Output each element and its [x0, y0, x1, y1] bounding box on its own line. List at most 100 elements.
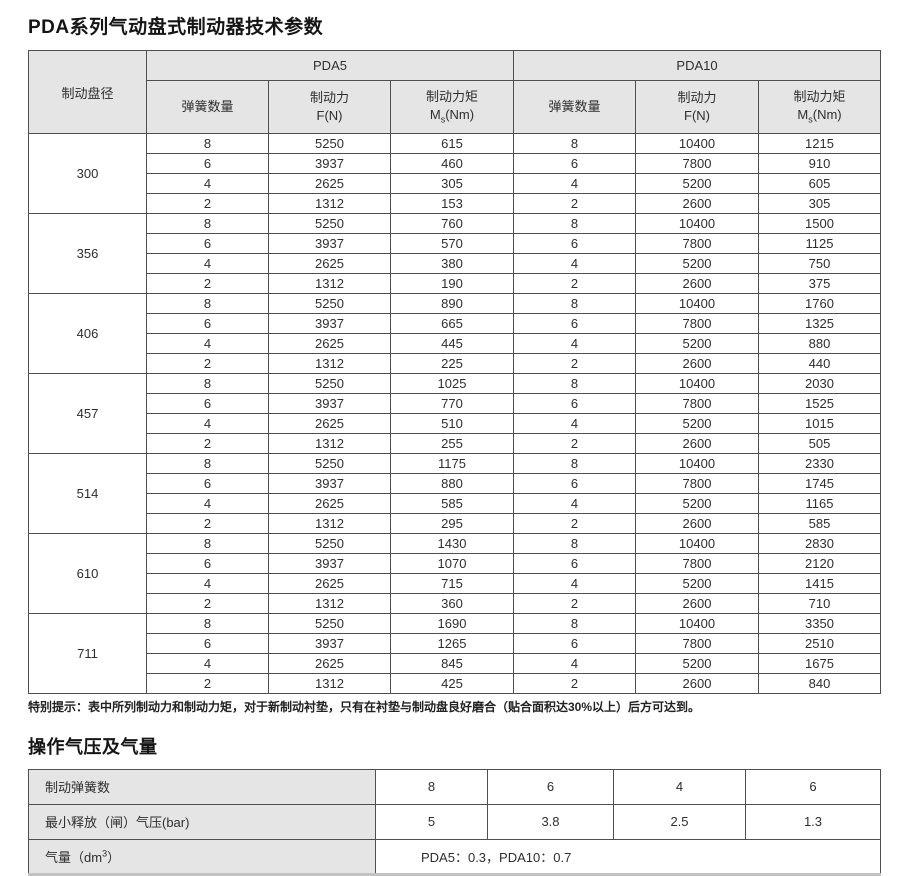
- table-row: 2 1312 153 2 2600 305: [29, 193, 882, 214]
- value-cell: 570: [390, 233, 514, 254]
- value-cell: 440: [757, 353, 882, 374]
- value-cell: 715: [390, 573, 514, 594]
- value-cell: 1215: [757, 133, 882, 154]
- value-cell: 2: [513, 513, 636, 534]
- value-cell: 2600: [635, 513, 759, 534]
- value-cell: 2625: [268, 573, 391, 594]
- special-note: 特别提示：表中所列制动力和制动力矩，对于新制动衬垫，只有在衬垫与制动盘良好磨合（…: [28, 700, 701, 714]
- value-cell: 10400: [635, 453, 759, 474]
- value-cell: 225: [390, 353, 514, 374]
- table-row: 514 8 5250 1175 8 10400 2330: [28, 453, 882, 534]
- value-cell: 7800: [635, 393, 759, 414]
- value-cell: 1312: [268, 593, 391, 614]
- value-cell: 2: [146, 593, 269, 614]
- table-row-spring-count: 制动弹簧数 8 6 4 6: [28, 768, 881, 805]
- table-row: 6 3937 1265 6 7800 2510: [29, 633, 882, 654]
- value-cell: 7800: [635, 633, 759, 654]
- value-cell: 6: [146, 233, 269, 254]
- value-cell: 510: [390, 413, 514, 434]
- value-cell: 4: [513, 413, 636, 434]
- value-cell: 255: [390, 433, 514, 454]
- value-cell: 5250: [268, 533, 391, 554]
- value-cell: 305: [390, 173, 514, 194]
- table-row-air-volume: 气量（dm3） PDA5：0.3，PDA10：0.7: [28, 838, 881, 876]
- value-cell: 6: [513, 473, 636, 494]
- value-cell: 5250: [268, 293, 391, 314]
- header-torque-pda5: 制动力矩 Ms(Nm): [390, 80, 514, 134]
- disc-diameter-cell: 514: [28, 453, 147, 534]
- value-cell: 2600: [635, 273, 759, 294]
- pressure-table-title: 操作气压及气量: [28, 736, 158, 757]
- value-cell: 2625: [268, 413, 391, 434]
- value-cell: 295: [390, 513, 514, 534]
- value-cell: 6: [146, 313, 269, 334]
- header-springs-pda5: 弹簧数量: [146, 80, 269, 134]
- value-cell: 1175: [390, 453, 514, 474]
- value-cell: 6: [513, 633, 636, 654]
- value-cell: 3937: [268, 393, 391, 414]
- table-row-release-pressure: 最小释放（闸）气压(bar) 5 3.8 2.5 1.3: [28, 803, 881, 840]
- value-cell: 1430: [390, 533, 514, 554]
- value-cell: 8: [146, 533, 269, 554]
- value-cell: 2625: [268, 173, 391, 194]
- value-cell: 5250: [268, 453, 391, 474]
- table-row: 406 8 5250 890 8 10400 1760: [28, 293, 882, 374]
- value-cell: 2: [513, 193, 636, 214]
- value-cell: 5250: [268, 613, 391, 634]
- value-cell: 585: [390, 493, 514, 514]
- value-cell: 190: [390, 273, 514, 294]
- value-cell: 4: [146, 413, 269, 434]
- value-cell: 750: [757, 253, 882, 274]
- value-cell: 8: [513, 533, 636, 554]
- row-label-release-pressure: 最小释放（闸）气压(bar): [28, 803, 376, 840]
- value-cell: 910: [757, 153, 882, 174]
- value-cell: 2330: [757, 453, 882, 474]
- value-cell: 8: [513, 373, 636, 394]
- value-cell: 1312: [268, 433, 391, 454]
- value-cell: 4: [146, 493, 269, 514]
- value-cell: 4: [146, 333, 269, 354]
- table-row: 2 1312 425 2 2600 840: [29, 673, 882, 694]
- value-cell: 6: [146, 473, 269, 494]
- value-cell: 1265: [390, 633, 514, 654]
- value-cell: 1760: [757, 293, 882, 314]
- table-row: 300 8 5250 615 8 10400 1215: [28, 133, 882, 214]
- table-row: 6 3937 570 6 7800 1125: [29, 233, 882, 254]
- row-label-air-volume: 气量（dm3）: [28, 838, 376, 876]
- value-cell: 6: [513, 153, 636, 174]
- value-cell: 305: [757, 193, 882, 214]
- air-volume-value: PDA5：0.3，PDA10：0.7: [375, 838, 881, 876]
- value-cell: 7800: [635, 233, 759, 254]
- value-cell: 5250: [268, 213, 391, 234]
- value-cell: 770: [390, 393, 514, 414]
- value-cell: 1165: [757, 493, 882, 514]
- value-cell: 380: [390, 253, 514, 274]
- value-cell: 3937: [268, 153, 391, 174]
- disc-diameter-cell: 457: [28, 373, 147, 454]
- value-cell: 8: [375, 768, 488, 805]
- value-cell: 3350: [757, 613, 882, 634]
- value-cell: 5200: [635, 493, 759, 514]
- value-cell: 4: [146, 573, 269, 594]
- value-cell: 460: [390, 153, 514, 174]
- value-cell: 840: [757, 673, 882, 694]
- value-cell: 3937: [268, 313, 391, 334]
- value-cell: 1312: [268, 353, 391, 374]
- value-cell: 2: [513, 593, 636, 614]
- table-row: 2 1312 190 2 2600 375: [29, 273, 882, 294]
- value-cell: 4: [513, 653, 636, 674]
- value-cell: 880: [390, 473, 514, 494]
- value-cell: 2: [146, 353, 269, 374]
- table-row: 4 2625 510 4 5200 1015: [29, 413, 882, 434]
- value-cell: 2120: [757, 553, 882, 574]
- value-cell: 5200: [635, 573, 759, 594]
- header-force-pda10: 制动力 F(N): [635, 80, 759, 134]
- value-cell: 5200: [635, 333, 759, 354]
- value-cell: 8: [146, 213, 269, 234]
- value-cell: 5250: [268, 373, 391, 394]
- value-cell: 5200: [635, 253, 759, 274]
- value-cell: 2600: [635, 353, 759, 374]
- corner-header-disc-diameter: 制动盘径: [28, 50, 147, 134]
- table-row: 2 1312 255 2 2600 505: [29, 433, 882, 454]
- value-cell: 615: [390, 133, 514, 154]
